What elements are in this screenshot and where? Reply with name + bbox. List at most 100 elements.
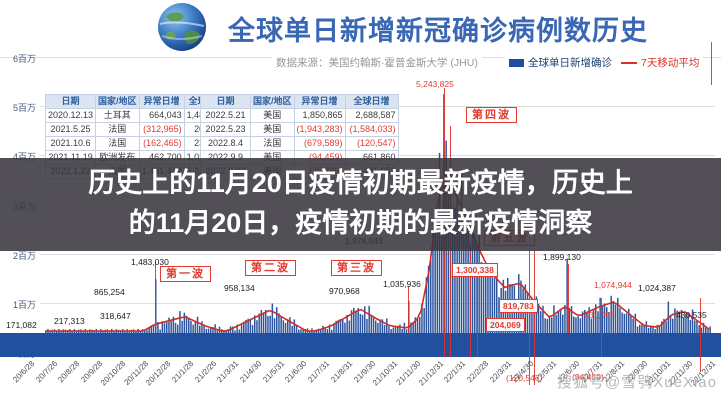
table-header-cell: 国家/地区 [250,94,295,109]
value-label: 217,313 [54,316,85,326]
wave-label: 第一波 [160,266,211,282]
chart-bar [434,218,436,357]
chart-bar [564,305,566,357]
table-cell: 2021.10.6 [44,136,97,151]
chart-bar [480,262,483,357]
table-header-cell: 异常日增 [138,94,185,109]
annotation-red-line [470,250,471,357]
wave-label: 第三波 [331,260,382,276]
chart-bar [454,207,456,357]
y-axis-label: 6百万 [12,54,36,64]
table-cell: 2020.12.13 [44,108,97,123]
chart-bar [471,229,474,357]
bottom-blue-band [0,333,721,357]
chart-bar [467,226,469,357]
y-axis-label: 2百万 [12,250,36,261]
table-row: 2022.8.4 法国 (679,589) (120,547) [200,136,399,151]
y-axis-label: 4百万 [4,150,36,163]
chart-bar [271,303,274,357]
value-label: 865,254 [94,287,125,297]
table-header-cell: 日期 [200,94,251,109]
table-cell: (1,584,033) [344,122,399,137]
chart-bar [364,306,366,357]
article-title-overlay: 历史上的11月20日疫情初期最新疫情，历史上 的11月20日，疫情初期的最新疫情… [0,158,721,251]
table-cell: 664,043 [138,108,185,123]
chart-bar [482,269,485,357]
table-header-cell: 全球日增 [344,94,399,109]
table-cell: (120,547) [344,136,399,151]
chart-bar [667,301,670,357]
chart-bar [603,303,606,357]
chart-bar [465,221,467,357]
chart-bar [421,303,423,357]
table-cell: 2022.5.23 [200,122,251,137]
table-cell: 2,688,587 [344,108,399,123]
chart-bar [493,277,496,357]
chart-bar [447,192,450,357]
value-label: 431,953 [584,310,615,320]
value-label: 171,082 [6,320,37,330]
chart-bar [430,255,432,357]
chart-bar [619,308,621,357]
table-cell: (679,589) [293,136,346,151]
annotation-red-line [601,298,602,357]
line-series-swatch [621,61,637,64]
value-label: 970,968 [329,286,360,296]
table-cell: 土耳其 [95,108,140,123]
table-header-cell: 日期 [44,94,97,109]
chart-bar [559,308,562,357]
table-header-cell: 国家/地区 [95,94,140,109]
table-cell: (312,965) [138,122,185,137]
legend-bar-label: 全球单日新增确诊 [528,57,612,69]
value-label: 1,483,030 [131,257,169,267]
chart-bar [553,305,555,357]
chart-bar [432,233,434,357]
table-cell: (1,943,283) [293,122,346,137]
chart-bar [568,308,571,357]
table-cell: 2021.5.25 [44,122,97,137]
chart-bar [570,306,573,357]
value-label: 1,035,936 [383,279,421,289]
annotation-red-line [700,298,701,372]
chart-bar [612,301,615,357]
chart-bar [276,307,278,357]
chart-bar [614,304,617,357]
value-label: 1,300,338 [452,263,498,277]
chart-bar [452,207,454,357]
chart-bar [487,269,489,357]
y-axis-label: 5百万 [12,103,36,114]
annotation-red-line [534,250,535,385]
chart-bar [489,267,491,357]
chart-bar [507,278,509,357]
data-source-caption: 数据来源：美国约翰斯·霍普金斯大学 (JHU) [272,55,482,70]
chart-bar [588,307,590,357]
chart-title: 全球单日新增新冠确诊病例数历史 [228,16,648,46]
wave-label: 第四波 [466,107,517,123]
chart-bar [463,215,465,357]
legend-moving-average: 7天移动平均 [617,55,704,70]
value-label: 204,069 [486,318,525,332]
table-cell: (162,465) [138,136,185,151]
chart-bar [438,152,441,357]
value-label: 430,535 [676,310,707,320]
chart-bar [599,297,601,357]
chart-bar [535,296,538,357]
annotation-red-line [477,250,478,357]
chart-bar [496,267,498,357]
chart-bar [524,284,527,357]
table-cell: 法国 [95,122,140,137]
value-label: 958,134 [224,283,255,293]
chart-bar [531,302,533,357]
chart-bar [368,305,370,357]
value-label: (94,459) [572,372,604,382]
table-cell: 2022.5.21 [200,108,251,123]
y-axis-label: 1百万 [12,299,36,310]
table-row: 2022.5.21 美国 1,850,865 2,688,587 [200,108,399,123]
value-label: 318,647 [100,311,131,321]
value-label: (120,547) [506,373,543,383]
table-header-cell: 异常日增 [293,94,346,109]
chart-bar [606,307,608,357]
legend-daily-new-cases: 全球单日新增确诊 [505,55,616,70]
value-label: 1,074,944 [594,280,632,290]
chart-bar [542,305,544,357]
